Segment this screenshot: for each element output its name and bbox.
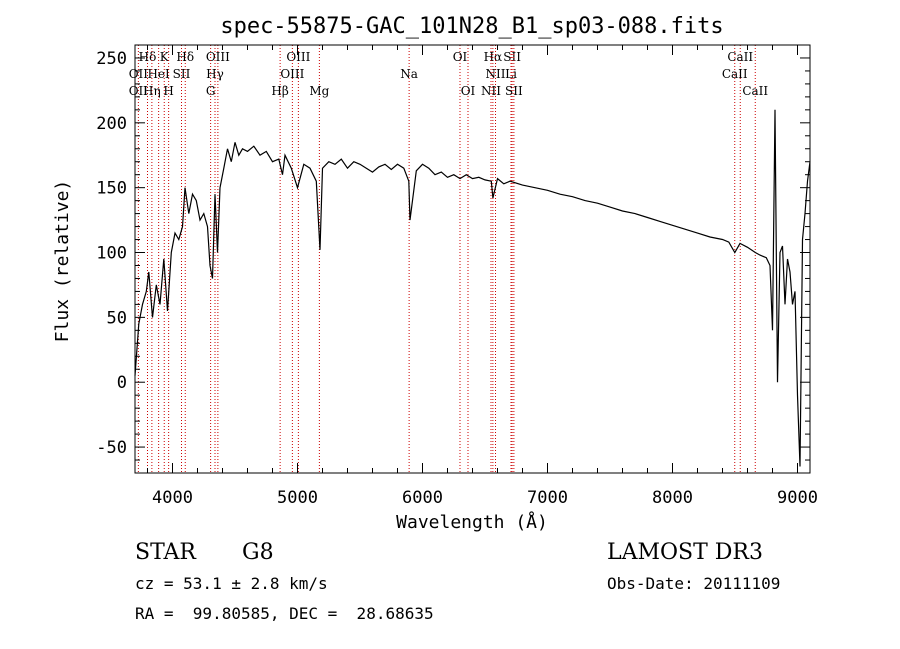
spectral-line-label: Hη [143, 84, 161, 98]
spectral-line-label: SII [503, 50, 521, 64]
flux-series-line [134, 109, 811, 467]
spectral-line-label: Hβ [271, 84, 288, 98]
y-tick-label: 200 [96, 114, 127, 134]
y-axis-label: Flux (relative) [52, 180, 73, 343]
spectral-line-label: Mg [309, 84, 329, 98]
spectral-line-label: NII [481, 84, 501, 98]
spectral-line-label: NII [486, 67, 506, 81]
y-tick-label: 0 [117, 373, 127, 393]
x-axis-label: Wavelength (Å) [396, 511, 548, 533]
y-tick-label: -50 [96, 438, 127, 458]
y-tick-label: 50 [107, 308, 127, 328]
object-type: STAR [135, 540, 196, 565]
spectral-line-label: Na [400, 67, 418, 81]
y-tick-label: 150 [96, 179, 127, 199]
x-tick-label: 4000 [152, 488, 193, 508]
x-tick-label: 7000 [527, 488, 568, 508]
spectral-line-label: OIII [206, 50, 230, 64]
plot-frame [134, 44, 811, 474]
spectral-line-label: HeI [147, 67, 170, 81]
spectral-line-label: Hδ [176, 50, 194, 64]
x-tick-label: 6000 [402, 488, 443, 508]
spectral-line-label: OII [129, 84, 149, 98]
spectral-line-label: OIII [286, 50, 310, 64]
x-tick-label: 8000 [652, 488, 693, 508]
y-tick-label: 250 [96, 49, 127, 69]
spectral-line-label: OI [461, 84, 476, 98]
spectral-line-label: SII [505, 84, 523, 98]
spectral-line-label: OIII [280, 67, 304, 81]
x-tick-label: 5000 [277, 488, 318, 508]
survey-name: LAMOST DR3 [607, 540, 763, 565]
spectral-line-label: K [160, 50, 170, 64]
object-subclass: G8 [242, 540, 274, 565]
spectral-line-label: CaII [722, 67, 748, 81]
spectral-line-label: Hγ [206, 67, 224, 81]
spectral-line-label: Li [505, 67, 517, 81]
spectral-line-label: CaII [742, 84, 768, 98]
spectral-line-label: SII [173, 67, 191, 81]
spectral-line-label: OI [453, 50, 468, 64]
spectral-line-label: CaII [727, 50, 753, 64]
spectral-line-label: H [163, 84, 173, 98]
spectral-line-label: Hδ [139, 50, 157, 64]
sky-coordinates: RA = 99.80585, DEC = 28.68635 [135, 604, 434, 623]
chart-title: spec-55875-GAC_101N28_B1_sp03-088.fits [220, 14, 723, 39]
spectral-line-label: G [206, 84, 216, 98]
spectral-line-label: OII [129, 67, 149, 81]
redshift-value: cz = 53.1 ± 2.8 km/s [135, 574, 328, 593]
observation-date: Obs-Date: 20111109 [607, 574, 781, 593]
spectral-line-label: Hα [484, 50, 503, 64]
axis-ticks: 4000 5000 6000 7000 8000 9000 -50 0 50 100 150 200 2… [96, 45, 818, 508]
x-tick-label: 9000 [777, 488, 818, 508]
y-tick-label: 100 [96, 244, 127, 264]
